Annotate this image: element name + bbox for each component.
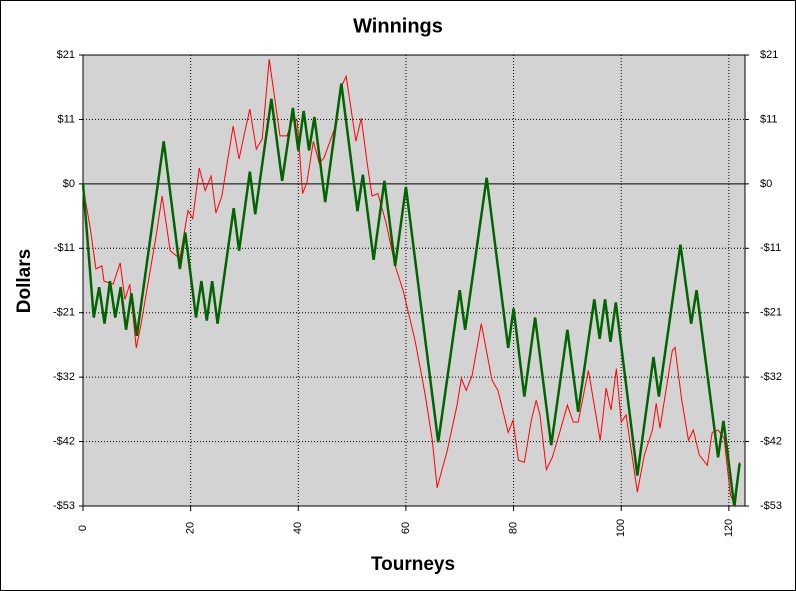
y2-tick-label: -$42 — [760, 435, 782, 447]
y2-tick-label: -$11 — [760, 242, 781, 254]
y-tick-label: -$21 — [53, 307, 75, 319]
y-tick-label: $0 — [63, 178, 75, 190]
plot-area — [82, 54, 746, 507]
y2-tick-label: -$21 — [760, 307, 782, 319]
y2-tick-label: $0 — [760, 178, 772, 190]
x-tick-label: 20 — [185, 522, 197, 534]
x-tick-label: 0 — [77, 525, 89, 531]
x-axis-title: Tourneys — [371, 554, 455, 575]
y2-tick-label: -$53 — [760, 500, 782, 512]
x-tick-label: 100 — [615, 519, 627, 537]
y-tick-label: $21 — [57, 49, 75, 61]
y-axis-title: Dollars — [14, 249, 35, 313]
y-tick-label: -$53 — [53, 500, 75, 512]
x-tick-label: 80 — [507, 522, 519, 534]
chart-title: Winnings — [353, 15, 443, 37]
y-tick-label: -$11 — [54, 242, 75, 254]
y2-tick-label: $21 — [760, 49, 778, 61]
y2-tick-label: -$32 — [760, 371, 782, 383]
y-tick-label: -$42 — [53, 435, 75, 447]
x-tick-label: 60 — [400, 522, 412, 534]
data-line — [81, 83, 741, 507]
y2-tick-label: $11 — [760, 113, 778, 125]
x-tick-label: 120 — [723, 519, 735, 537]
data-line — [82, 59, 741, 508]
x-tick-label: 40 — [292, 522, 304, 534]
y-tick-label: $11 — [57, 113, 75, 125]
y-tick-label: -$32 — [53, 371, 75, 383]
